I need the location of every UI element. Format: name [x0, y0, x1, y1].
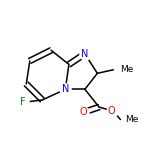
- Text: O: O: [108, 106, 115, 116]
- Text: Me: Me: [125, 115, 138, 124]
- Text: N: N: [62, 84, 69, 94]
- Text: Me: Me: [120, 65, 134, 74]
- Text: N: N: [81, 49, 89, 59]
- Text: O: O: [79, 107, 87, 117]
- Text: F: F: [20, 97, 26, 107]
